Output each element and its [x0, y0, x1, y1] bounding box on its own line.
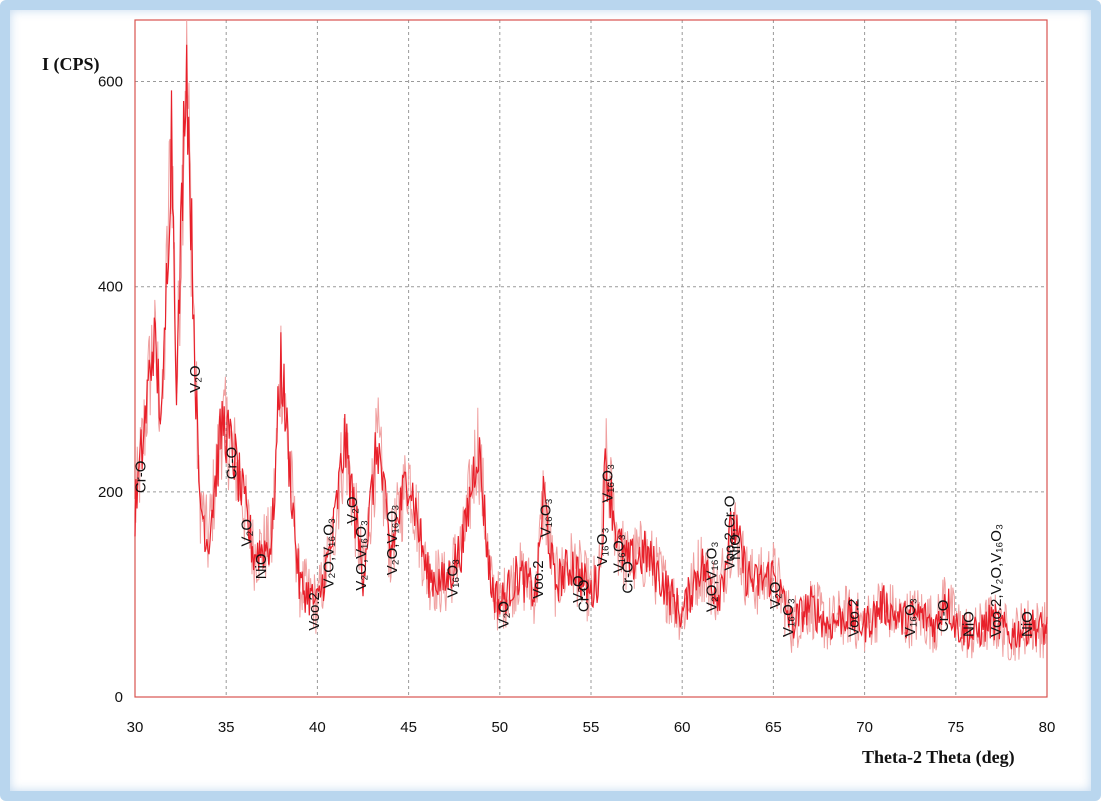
series-main: [134, 44, 1048, 650]
peak-label: V₁₆O₃: [594, 527, 611, 566]
series-noise: [134, 19, 1048, 661]
plot-area: [134, 19, 1048, 698]
peak-label: Voo.2: [846, 599, 863, 637]
peak-label: Voo.2,Cr-O: [722, 496, 739, 571]
grid-lines: [135, 20, 1047, 697]
x-tick-label: 60: [674, 719, 691, 736]
peak-label: V₂O: [570, 575, 587, 603]
x-tick-label: 70: [856, 719, 873, 736]
peak-label: V₂O,V₁₆O₃: [320, 518, 337, 589]
y-tick-label: 200: [98, 484, 123, 501]
peak-label: V₁₆O₃: [902, 598, 919, 637]
y-tick-label: 600: [98, 74, 123, 91]
peak-label: NiO: [727, 534, 744, 560]
peak-label: V₂O,V₁₆O₃: [353, 520, 370, 591]
peak-label: V₂O: [187, 365, 204, 393]
peak-label: V₂O,V₁₆O₃: [384, 505, 401, 576]
peak-label: Cr-O: [935, 600, 952, 633]
peak-label: Voo.2: [530, 560, 547, 598]
peak-label: Cr-O: [619, 561, 636, 594]
peak-label: NiO: [961, 611, 978, 637]
peak-label: Cr-O: [576, 580, 593, 613]
x-axis-title: Theta-2 Theta (deg): [862, 747, 1015, 768]
peak-label: Voo.2: [306, 592, 323, 630]
peak-label: V₂O: [344, 496, 361, 524]
x-tick-label: 40: [309, 719, 326, 736]
x-tick-label: 50: [491, 719, 508, 736]
x-tick-label: 75: [947, 719, 964, 736]
peak-label: V₂O: [767, 582, 784, 610]
peak-label: V₁₆O₃: [599, 464, 616, 503]
x-tick-label: 45: [400, 719, 417, 736]
series-line: [134, 19, 1048, 661]
x-tick-label: 30: [127, 719, 144, 736]
peak-label: V₁₆O₃: [444, 559, 461, 598]
peak-label: Voo.2,V₂O,V₁₆O₃: [988, 524, 1005, 637]
y-tick-label: 400: [98, 279, 123, 296]
peak-label: V₁₆O₃: [537, 498, 554, 537]
peak-annotations: Cr-OV₂OCr-OV₂ONiOVoo.2V₂O,V₁₆O₃V₂OV₂O,V₁…: [132, 365, 1035, 637]
x-tick-label: 55: [583, 719, 600, 736]
peak-label: V₂O: [495, 601, 512, 629]
x-tick-label: 65: [765, 719, 782, 736]
peak-label: Cr-O: [224, 447, 241, 480]
peak-label: Cr-O: [132, 461, 149, 494]
peak-label: V₁₆O₃: [610, 534, 627, 573]
peak-label: V₂O: [238, 519, 255, 547]
plot-border: [134, 19, 1048, 698]
peak-label: NiO: [253, 553, 270, 579]
x-tick-label: 80: [1039, 719, 1056, 736]
peak-label: V₁₆O₃: [780, 598, 797, 637]
x-tick-label: 35: [218, 719, 235, 736]
axis-ticks: 30 35 40 45 50 55 60 65 70 75 80 0 200 400 600: [98, 74, 1055, 736]
y-tick-label: 0: [115, 689, 123, 706]
y-axis-title: I (CPS): [42, 54, 100, 75]
peak-label: NiO: [1019, 611, 1036, 637]
peak-label: V₂O,V₁₆O₃: [703, 542, 720, 613]
